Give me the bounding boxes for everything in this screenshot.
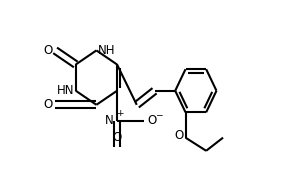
Text: O: O [43,98,52,111]
Text: HN: HN [56,84,74,97]
Text: −: − [155,111,162,120]
Text: O: O [112,131,122,144]
Text: +: + [116,109,124,118]
Text: O: O [175,129,184,142]
Text: N: N [105,114,113,127]
Text: O: O [43,44,52,57]
Text: O: O [147,114,156,127]
Text: NH: NH [98,44,116,57]
